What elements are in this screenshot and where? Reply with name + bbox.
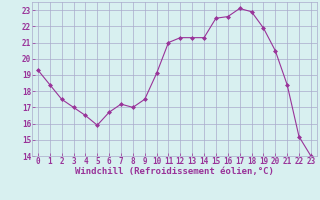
X-axis label: Windchill (Refroidissement éolien,°C): Windchill (Refroidissement éolien,°C): [75, 167, 274, 176]
